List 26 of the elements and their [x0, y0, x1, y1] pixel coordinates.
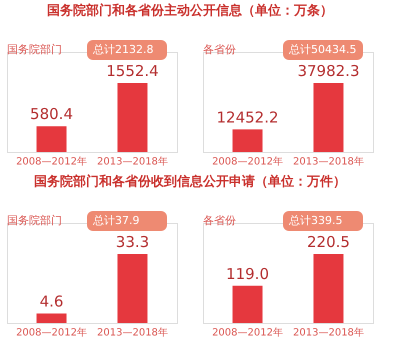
data-label: 580.4: [30, 105, 73, 124]
chart-subtitle: 国务院部门: [7, 214, 62, 227]
x-tick-label: 2008—2012年: [16, 326, 87, 338]
data-label: 220.5: [307, 233, 350, 252]
x-tick-label: 2008—2012年: [16, 156, 87, 168]
x-tick-label: 2013—2018年: [293, 326, 364, 338]
text: 总计339.5: [288, 214, 342, 227]
text: 总计37.9: [92, 214, 140, 227]
chart-subtitle: 各省份: [203, 214, 236, 227]
x-tick-label: 2013—2018年: [97, 326, 168, 338]
x-tick-label: 2008—2012年: [212, 326, 283, 338]
data-label: 1552.4: [106, 62, 159, 80]
chart-subtitle: 各省份: [203, 43, 236, 56]
chart-title: 国务院部门和各省份收到信息公开申请（单位：万件）: [34, 174, 346, 190]
x-tick-label: 2013—2018年: [293, 156, 364, 168]
text: 总计50434.5: [288, 43, 356, 56]
chart-title: 国务院部门和各省份主动公开信息（单位：万条）: [47, 2, 333, 18]
data-label: 4.6: [40, 292, 64, 310]
data-label: 12452.2: [216, 108, 279, 126]
text: 总计2132.8: [92, 43, 154, 56]
data-label: 33.3: [116, 233, 150, 252]
x-tick-label: 2013—2018年: [97, 156, 168, 168]
data-label: 119.0: [226, 264, 269, 283]
x-tick-label: 2008—2012年: [212, 156, 283, 168]
data-label: 37982.3: [297, 62, 360, 80]
chart-subtitle: 国务院部门: [7, 43, 62, 56]
